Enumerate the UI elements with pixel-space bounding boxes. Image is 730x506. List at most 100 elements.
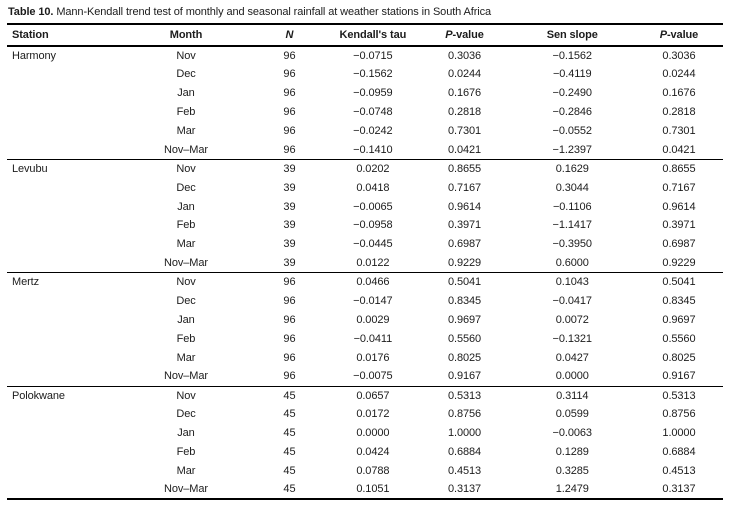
- p-value-cell: 0.9614: [662, 200, 696, 213]
- station-cell: [7, 197, 119, 216]
- column-header-station: Station: [7, 24, 120, 47]
- p-value-cell: 0.8756: [447, 408, 482, 421]
- month-cell: Mar: [176, 351, 196, 364]
- p-value-cell: 0.8025: [447, 351, 482, 364]
- n-cell: 96: [283, 370, 296, 383]
- column-header-n: N: [252, 24, 327, 47]
- station-cell: [7, 254, 119, 273]
- kendalls-tau-cell: 0.0176: [356, 351, 390, 364]
- station-cell: [7, 235, 119, 254]
- station-cell: [7, 178, 119, 197]
- p-value-cell: 0.8756: [662, 408, 696, 421]
- p-value-cell: 0.2818: [662, 106, 696, 119]
- table-row: Jan 39 −0.0065 0.9614 −0.1106 0.9614: [7, 197, 723, 216]
- sen-slope-cell: −1.2397: [552, 143, 592, 156]
- kendalls-tau-cell: −0.0065: [353, 200, 393, 213]
- p-value-cell: 0.5041: [419, 272, 510, 292]
- p-value-cell: 0.3971: [447, 219, 482, 232]
- p-value-cell: 0.9167: [662, 370, 696, 383]
- station-cell: [7, 216, 119, 235]
- n-cell: 39: [283, 219, 296, 232]
- table-header-row: Station Month N Kendall's tau P-value Sen slo…: [7, 24, 723, 47]
- kendalls-tau-cell: 0.0466: [326, 272, 420, 292]
- p-value-cell: 0.9229: [447, 256, 482, 269]
- n-cell: 45: [252, 385, 327, 405]
- p-value-cell: 0.2818: [447, 106, 482, 119]
- sen-slope-cell: −0.0063: [552, 427, 592, 440]
- p-value-cell: 0.1676: [662, 87, 696, 100]
- p-value-cell: 0.6884: [447, 446, 482, 459]
- table-row: Jan 45 0.0000 1.0000 −0.0063 1.0000: [7, 424, 723, 443]
- p-value-cell: 0.0421: [662, 143, 696, 156]
- month-cell: Dec: [176, 68, 196, 81]
- p-value-cell: 0.0244: [662, 68, 696, 81]
- kendalls-tau-cell: 0.1051: [356, 483, 390, 496]
- station-cell: [7, 480, 119, 499]
- sen-slope-cell: 0.1629: [509, 158, 635, 179]
- sen-slope-cell: 0.0000: [555, 370, 589, 383]
- station-cell: [7, 329, 119, 348]
- month-cell: Feb: [176, 106, 196, 119]
- station-cell: Levubu: [7, 158, 120, 179]
- table-row: Jan 96 0.0029 0.9697 0.0072 0.9697: [7, 310, 723, 329]
- table-caption-text: Mann-Kendall trend test of monthly and s…: [53, 6, 492, 18]
- n-cell: 39: [283, 256, 296, 269]
- kendalls-tau-cell: 0.0657: [326, 385, 420, 405]
- table-row: Dec 96 −0.1562 0.0244 −0.4119 0.0244: [7, 65, 723, 84]
- n-cell: 96: [283, 313, 296, 326]
- p-value-cell: 0.6884: [662, 446, 696, 459]
- station-cell: [7, 103, 119, 122]
- n-cell: 96: [283, 68, 296, 81]
- month-cell: Feb: [176, 332, 196, 345]
- month-cell: Dec: [176, 295, 196, 308]
- p-value-cell: 0.5560: [662, 332, 696, 345]
- p-value-cell: 0.6987: [447, 238, 482, 251]
- table-row: Mertz Nov 96 0.0466 0.5041 0.1043 0.5041: [7, 272, 723, 292]
- p-value-cell: 0.9167: [447, 370, 482, 383]
- sen-slope-cell: 0.6000: [555, 256, 589, 269]
- station-cell: [7, 84, 119, 103]
- table-row: Feb 96 −0.0411 0.5560 −0.1321 0.5560: [7, 329, 723, 348]
- p-value-cell: 0.0421: [447, 143, 482, 156]
- month-cell: Jan: [177, 87, 195, 100]
- column-header-kendall-s-tau: Kendall's tau: [326, 24, 420, 47]
- table-row: Mar 96 −0.0242 0.7301 −0.0552 0.7301: [7, 122, 723, 141]
- kendalls-tau-cell: 0.0122: [356, 256, 390, 269]
- station-cell: [7, 140, 119, 159]
- p-value-cell: 0.3137: [447, 483, 482, 496]
- table-row: Nov–Mar 39 0.0122 0.9229 0.6000 0.9229: [7, 254, 723, 273]
- n-cell: 96: [283, 49, 296, 62]
- station-cell: [7, 348, 119, 367]
- p-value-cell: 1.0000: [447, 427, 482, 440]
- kendalls-tau-cell: −0.0748: [353, 106, 393, 119]
- table-row: Nov–Mar 96 −0.1410 0.0421 −1.2397 0.0421: [7, 140, 723, 159]
- sen-slope-cell: −1.1417: [552, 219, 592, 232]
- kendalls-tau-cell: 0.0418: [356, 181, 390, 194]
- p-value-cell: 0.4513: [447, 465, 482, 478]
- table-row: Mar 45 0.0788 0.4513 0.3285 0.4513: [7, 462, 723, 481]
- table-row: Dec 39 0.0418 0.7167 0.3044 0.7167: [7, 178, 723, 197]
- sen-slope-cell: −0.1321: [552, 332, 592, 345]
- sen-slope-cell: −0.3950: [552, 238, 592, 251]
- n-cell: 39: [283, 238, 296, 251]
- month-cell: Mar: [176, 238, 196, 251]
- p-value-cell: 0.7301: [447, 125, 482, 137]
- sen-slope-cell: 0.0427: [555, 351, 589, 364]
- table-row: Polokwane Nov 45 0.0657 0.5313 0.3114 0.5313: [7, 385, 723, 405]
- month-cell: Jan: [177, 427, 195, 440]
- sen-slope-cell: 0.1289: [555, 446, 589, 459]
- kendalls-tau-cell: −0.0958: [353, 219, 393, 232]
- kendalls-tau-cell: 0.0172: [356, 408, 390, 421]
- month-cell: Mar: [176, 465, 196, 478]
- month-cell: Nov: [119, 158, 253, 179]
- sen-slope-cell: −0.4119: [552, 68, 592, 81]
- n-cell: 39: [283, 200, 296, 213]
- month-cell: Nov: [176, 49, 196, 62]
- n-cell: 45: [283, 465, 296, 478]
- n-cell: 45: [283, 408, 296, 421]
- p-value-cell: 0.8655: [419, 158, 510, 179]
- p-value-cell: 0.9229: [662, 256, 696, 269]
- station-cell: [7, 292, 119, 311]
- p-value-cell: 0.9697: [662, 313, 696, 326]
- n-cell: 96: [283, 125, 296, 137]
